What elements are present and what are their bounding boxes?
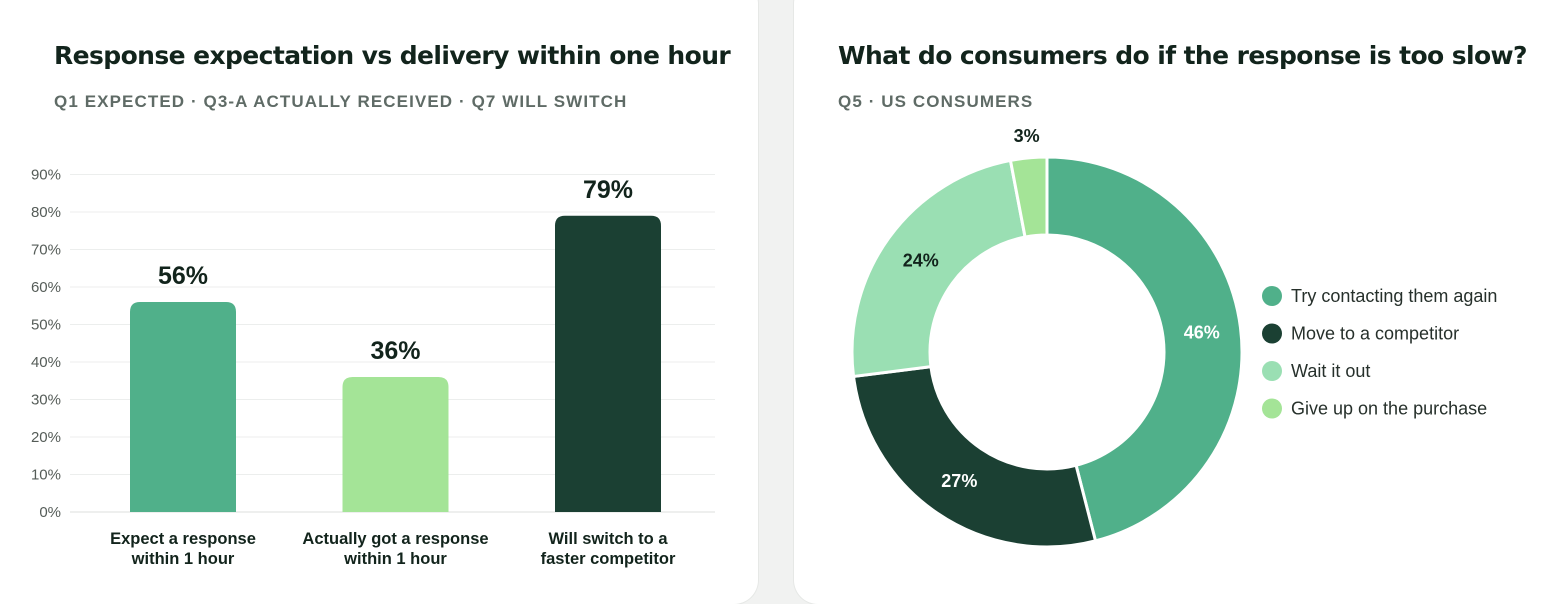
bar-value-label: 36%	[370, 337, 420, 365]
donut-slice	[850, 158, 1027, 379]
slice-value-label: 46%	[1184, 322, 1220, 342]
legend-label: Give up on the purchase	[1291, 399, 1487, 419]
donut-slice	[1045, 155, 1244, 543]
y-tick-label: 40%	[31, 354, 61, 371]
y-tick-label: 0%	[39, 504, 61, 521]
y-tick-label: 10%	[31, 467, 61, 484]
bar	[342, 377, 449, 512]
y-tick-label: 60%	[31, 279, 61, 296]
y-tick-label: 50%	[31, 317, 61, 334]
y-tick-label: 20%	[31, 429, 61, 446]
bar-chart-title: Response expectation vs delivery within …	[54, 41, 731, 70]
legend-label: Try contacting them again	[1291, 286, 1497, 306]
category-label: Will switch to a	[548, 530, 668, 548]
donut-slice	[1008, 155, 1049, 239]
y-tick-label: 70%	[31, 242, 61, 259]
bar-value-label: 56%	[158, 262, 208, 290]
slice-value-label: 3%	[1014, 126, 1040, 146]
donut-chart: 46% 27% 24% 3% Try contacting them again Mov…	[850, 126, 1497, 549]
slice-value-label: 24%	[903, 250, 939, 270]
category-label: within 1 hour	[343, 550, 447, 568]
donut-chart-title: What do consumers do if the response is …	[838, 41, 1528, 70]
bar-chart-subtitle: Q1 EXPECTED · Q3-A ACTUALLY RECEIVED · Q…	[54, 92, 628, 111]
category-label: Actually got a response	[302, 530, 488, 548]
donut-chart-subtitle: Q5 · US CONSUMERS	[838, 92, 1034, 111]
legend-swatch	[1262, 323, 1282, 344]
bar-value-label: 79%	[583, 176, 633, 204]
y-tick-label: 30%	[31, 392, 61, 409]
bar	[130, 302, 236, 512]
legend-swatch	[1262, 286, 1282, 306]
legend-label: Wait it out	[1291, 361, 1370, 381]
legend-swatch	[1262, 361, 1282, 381]
donut-slice	[851, 364, 1098, 549]
legend-swatch	[1262, 398, 1282, 419]
bar	[555, 215, 661, 512]
legend-label: Move to a competitor	[1291, 324, 1459, 344]
bar-chart: 0%10%20%30%40%50%60%70%80%90% 56%36%79% …	[31, 167, 715, 568]
donut-panel: What do consumers do if the response is …	[794, 0, 1558, 604]
slice-value-label: 27%	[941, 471, 977, 491]
category-label: faster competitor	[541, 550, 676, 568]
category-label: Expect a response	[110, 530, 256, 548]
y-tick-label: 90%	[31, 167, 61, 184]
category-label: within 1 hour	[131, 550, 235, 568]
y-tick-label: 80%	[31, 204, 61, 221]
